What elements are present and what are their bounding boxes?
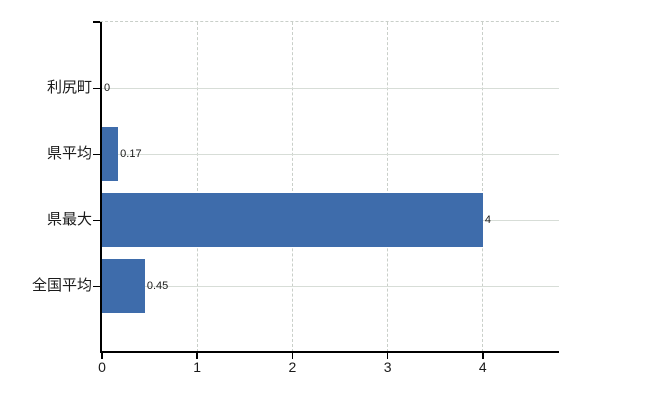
y-axis-line: [100, 22, 102, 352]
x-gridline: [482, 22, 484, 352]
x-axis-line: [100, 351, 559, 353]
x-axis-tick: [291, 353, 294, 359]
y-gridline: [102, 153, 559, 155]
x-axis-tick: [482, 353, 484, 359]
y-axis-tick: [93, 219, 100, 221]
value-label: 0.45: [146, 280, 169, 292]
value-label: 0.17: [120, 148, 142, 160]
x-axis-tick: [386, 353, 389, 359]
category-label: 全国平均: [31, 277, 92, 294]
x-tick-label: 0: [98, 359, 106, 375]
value-label: 4: [484, 214, 491, 226]
y-gridline: [102, 285, 559, 287]
category-label: 利尻町: [46, 79, 92, 96]
value-label: 0: [104, 82, 111, 94]
x-tick-label: 4: [478, 359, 487, 375]
x-gridline: [196, 22, 198, 352]
x-tick-label: 3: [383, 359, 392, 375]
y-gridline: [102, 87, 559, 89]
y-axis-tick: [93, 153, 100, 155]
x-tick-label: 1: [193, 359, 202, 375]
bar: [102, 127, 119, 181]
plot-top-border: [100, 21, 559, 22]
bar: [102, 259, 145, 313]
y-axis-end-tick: [93, 21, 100, 23]
y-axis-tick: [93, 87, 100, 89]
x-axis-tick: [101, 353, 103, 359]
category-label: 県最大: [46, 211, 92, 228]
x-gridline: [291, 22, 293, 352]
y-axis-tick: [93, 285, 100, 287]
bar: [102, 193, 483, 247]
category-label: 県平均: [46, 145, 92, 162]
x-axis-tick: [196, 353, 198, 359]
x-tick-label: 2: [288, 359, 297, 375]
x-gridline: [387, 22, 389, 352]
